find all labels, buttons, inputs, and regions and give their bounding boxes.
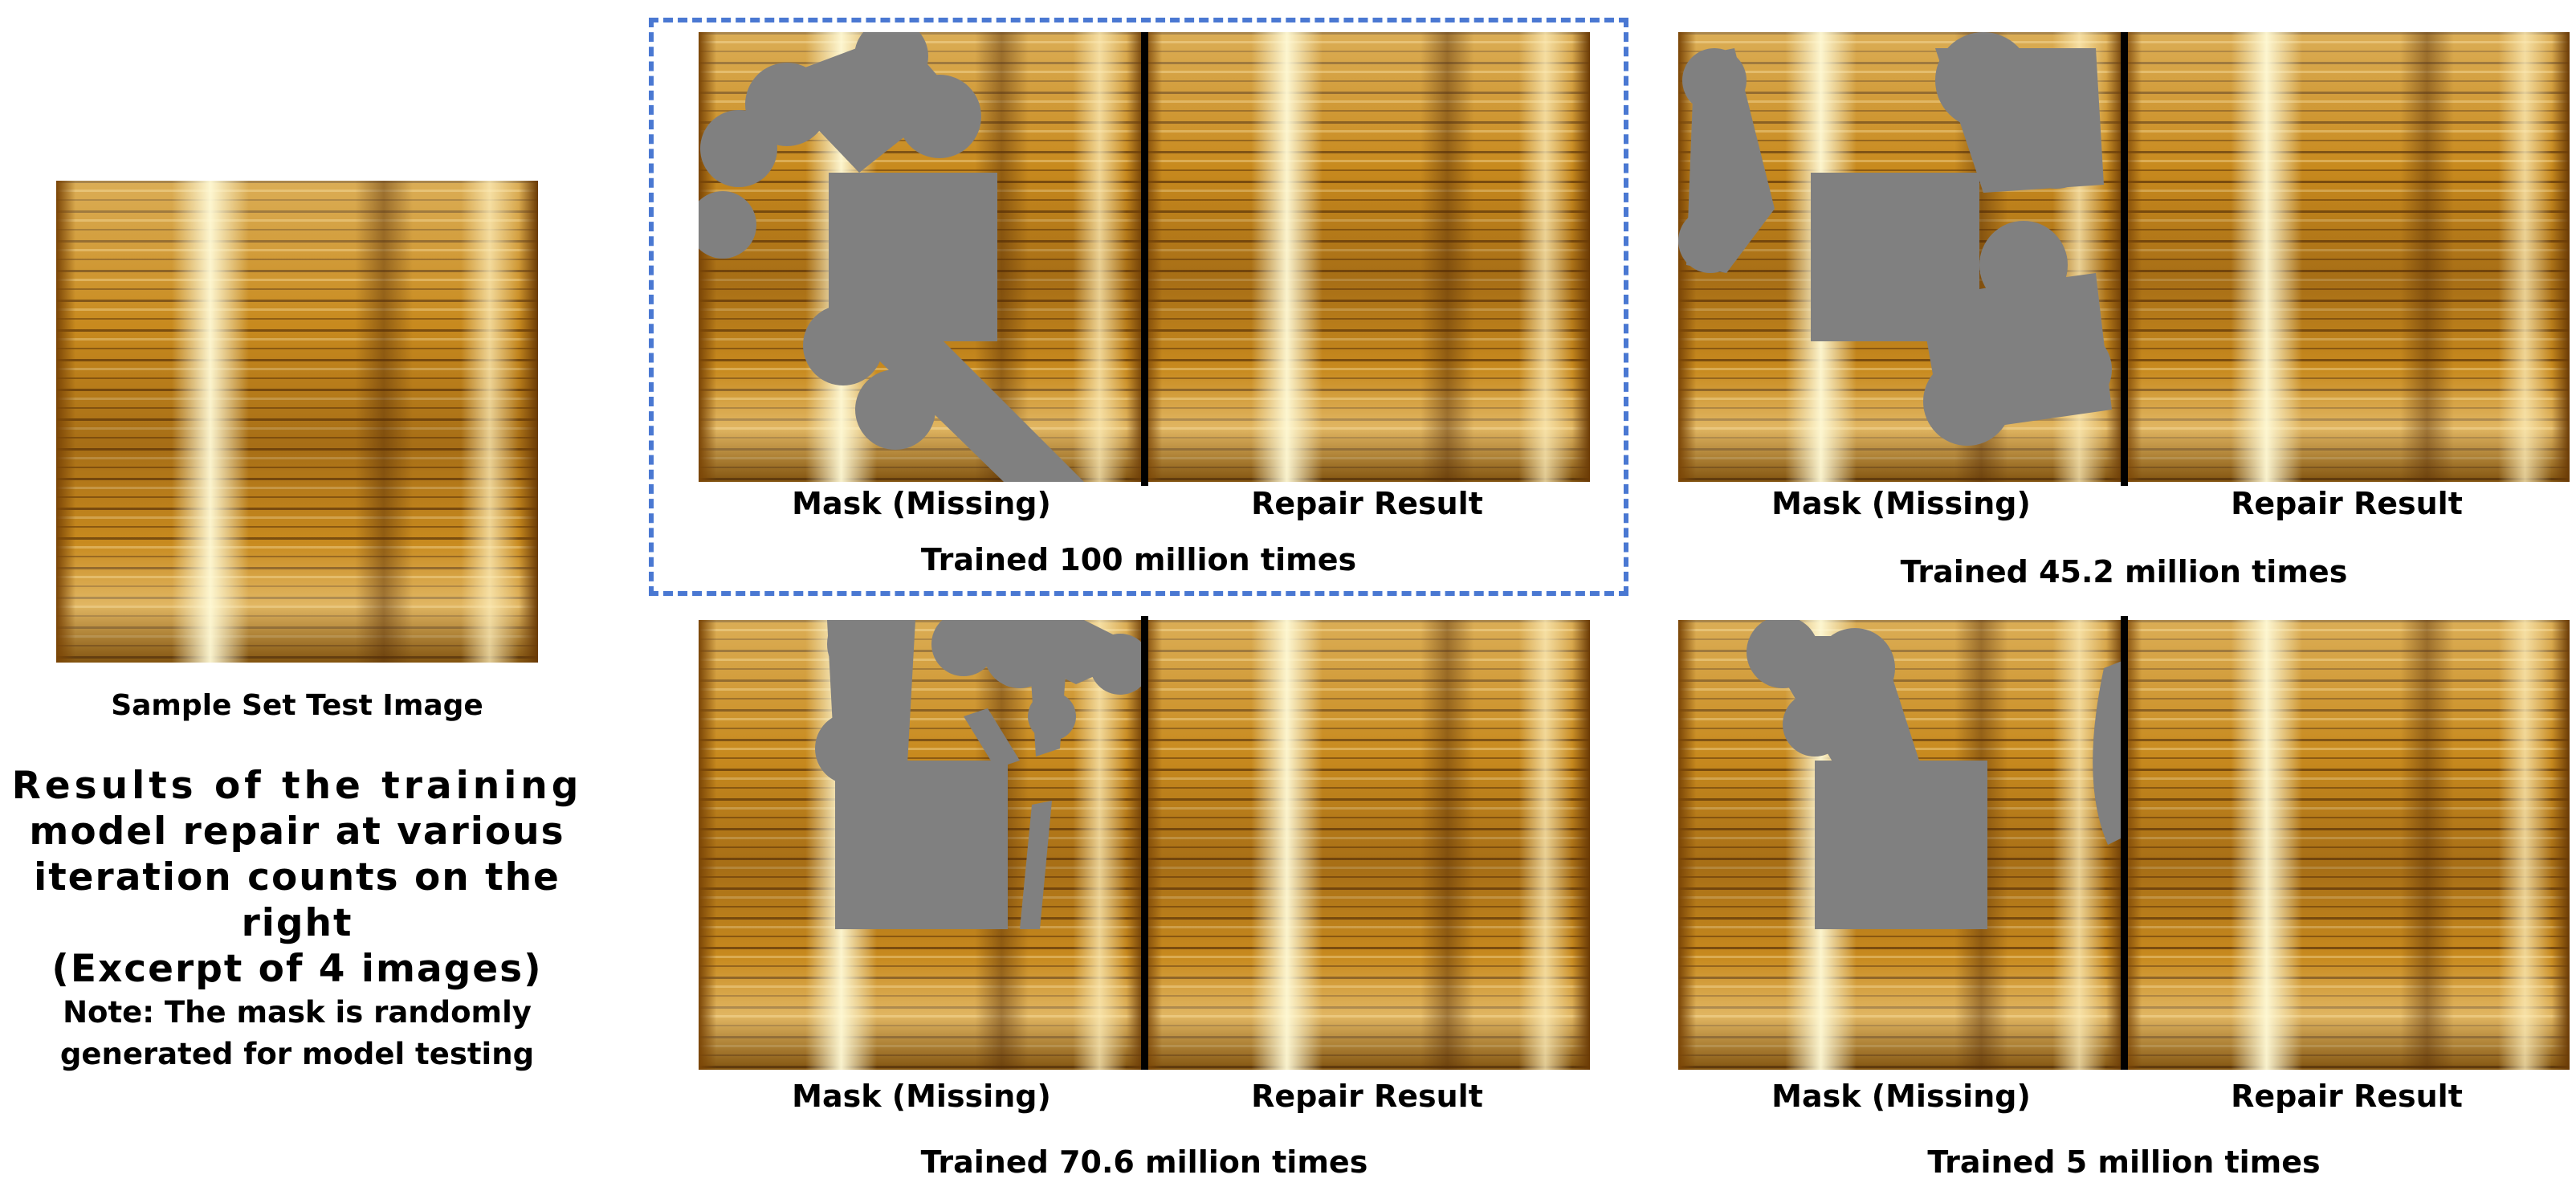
description-line: iteration counts on the right [34,855,560,945]
note-line: Note: The mask is randomly [63,995,532,1030]
panel-45-2m [1678,32,2570,486]
mask-label: Mask (Missing) [792,486,1051,521]
mask-label: Mask (Missing) [792,1079,1051,1114]
description-line: (Excerpt of 4 images) [51,947,543,991]
description-block: Results of the training model repair at … [8,763,586,992]
panel-title: Trained 100 million times [920,542,1357,577]
mask-shapes [1747,620,2124,929]
mask-shapes [699,32,1084,482]
sample-caption: Sample Set Test Image [111,689,483,722]
repair-label: Repair Result [2231,1079,2463,1114]
repair-image [1144,32,1590,482]
note-line: generated for model testing [59,1037,535,1071]
repair-label: Repair Result [1251,1079,1483,1114]
panel-divider [1141,32,1148,486]
sample-test-image [56,181,538,663]
panel-70-6m [699,616,1590,1070]
repair-label: Repair Result [1251,486,1483,521]
panel-divider [1141,616,1148,1070]
mask-shapes [1678,32,2112,446]
panel-5m [1678,616,2570,1070]
highlight-box [649,18,1628,596]
mask-shapes [815,620,1144,929]
description-line: Results of the training [11,764,583,808]
panel-divider [2121,616,2128,1070]
panel-title: Trained 5 million times [1927,1144,2321,1180]
repair-image [2124,620,2570,1070]
repair-image [2124,32,2570,482]
note-block: Note: The mask is randomly generated for… [24,992,570,1075]
description-line: model repair at various [29,810,565,854]
mask-label: Mask (Missing) [1771,486,2031,521]
panel-divider [2121,32,2128,486]
panel-100m [699,32,1590,486]
repair-image [1144,620,1590,1070]
repair-label: Repair Result [2231,486,2463,521]
mask-label: Mask (Missing) [1771,1079,2031,1114]
panel-title: Trained 45.2 million times [1900,554,2348,589]
panel-title: Trained 70.6 million times [920,1144,1368,1180]
